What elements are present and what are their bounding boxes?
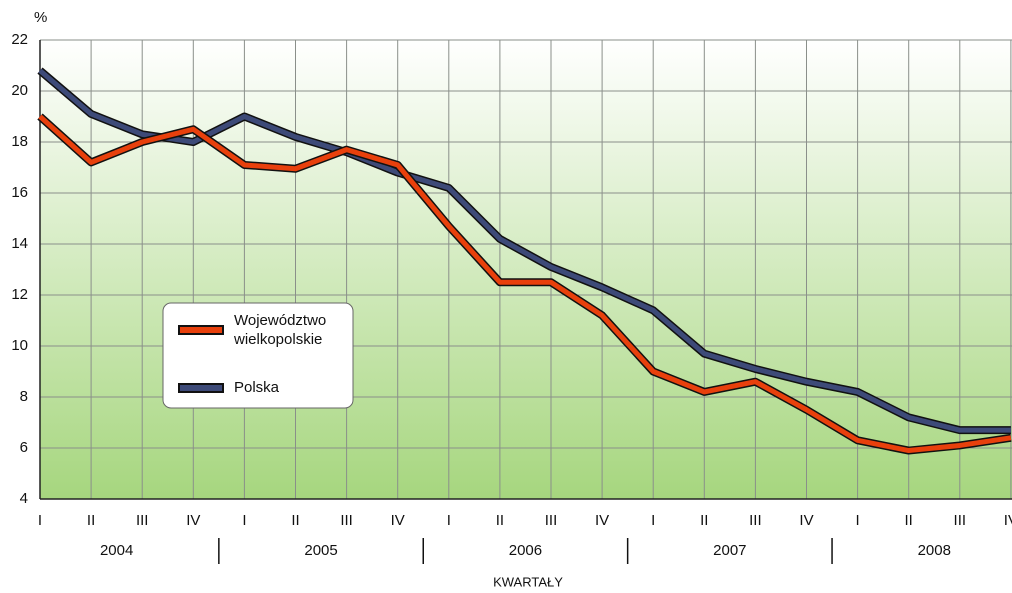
y-tick-label: 20 [11,82,28,99]
x-tick-label: II [87,512,95,529]
x-tick-label: I [38,512,42,529]
y-tick-label: 22 [11,31,28,48]
y-tick-label: 10 [11,337,28,354]
legend-label: Województwo wielkopolskie [233,312,326,348]
x-tick-label: III [954,512,967,529]
x-tick-label: IV [1004,512,1012,529]
x-tick-label: I [856,512,860,529]
x-tick-label: IV [186,512,200,529]
x-tick-label: IV [799,512,813,529]
x-tick-label: II [700,512,708,529]
x-tick-label: III [545,512,558,529]
x-tick-label: IV [391,512,405,529]
x-tick-label: III [749,512,762,529]
x-tick-label: II [905,512,913,529]
legend-swatch [180,385,222,391]
x-tick-label: II [496,512,504,529]
x-tick-label: IV [595,512,609,529]
y-tick-label: 4 [20,490,28,507]
y-tick-label: 12 [11,286,28,303]
y-tick-label: 14 [11,235,28,252]
y-tick-label: 6 [20,439,28,456]
x-axis-label: KWARTAŁY [493,574,563,589]
year-label: 2004 [100,542,133,559]
year-label: 2008 [918,542,951,559]
year-label: 2005 [304,542,337,559]
x-tick-label: III [340,512,353,529]
series-line [38,114,1012,454]
x-tick-label: II [291,512,299,529]
y-tick-label: 16 [11,184,28,201]
y-tick-label: 8 [20,388,28,405]
y-tick-label: 18 [11,133,28,150]
x-tick-label: I [651,512,655,529]
x-tick-label: I [242,512,246,529]
year-label: 2006 [509,542,542,559]
x-tick-label: I [447,512,451,529]
y-unit: % [34,9,47,26]
plot-background [40,40,1012,499]
x-tick-label: III [136,512,149,529]
legend-swatch [180,327,222,333]
year-label: 2007 [713,542,746,559]
legend-label: Polska [234,379,280,396]
